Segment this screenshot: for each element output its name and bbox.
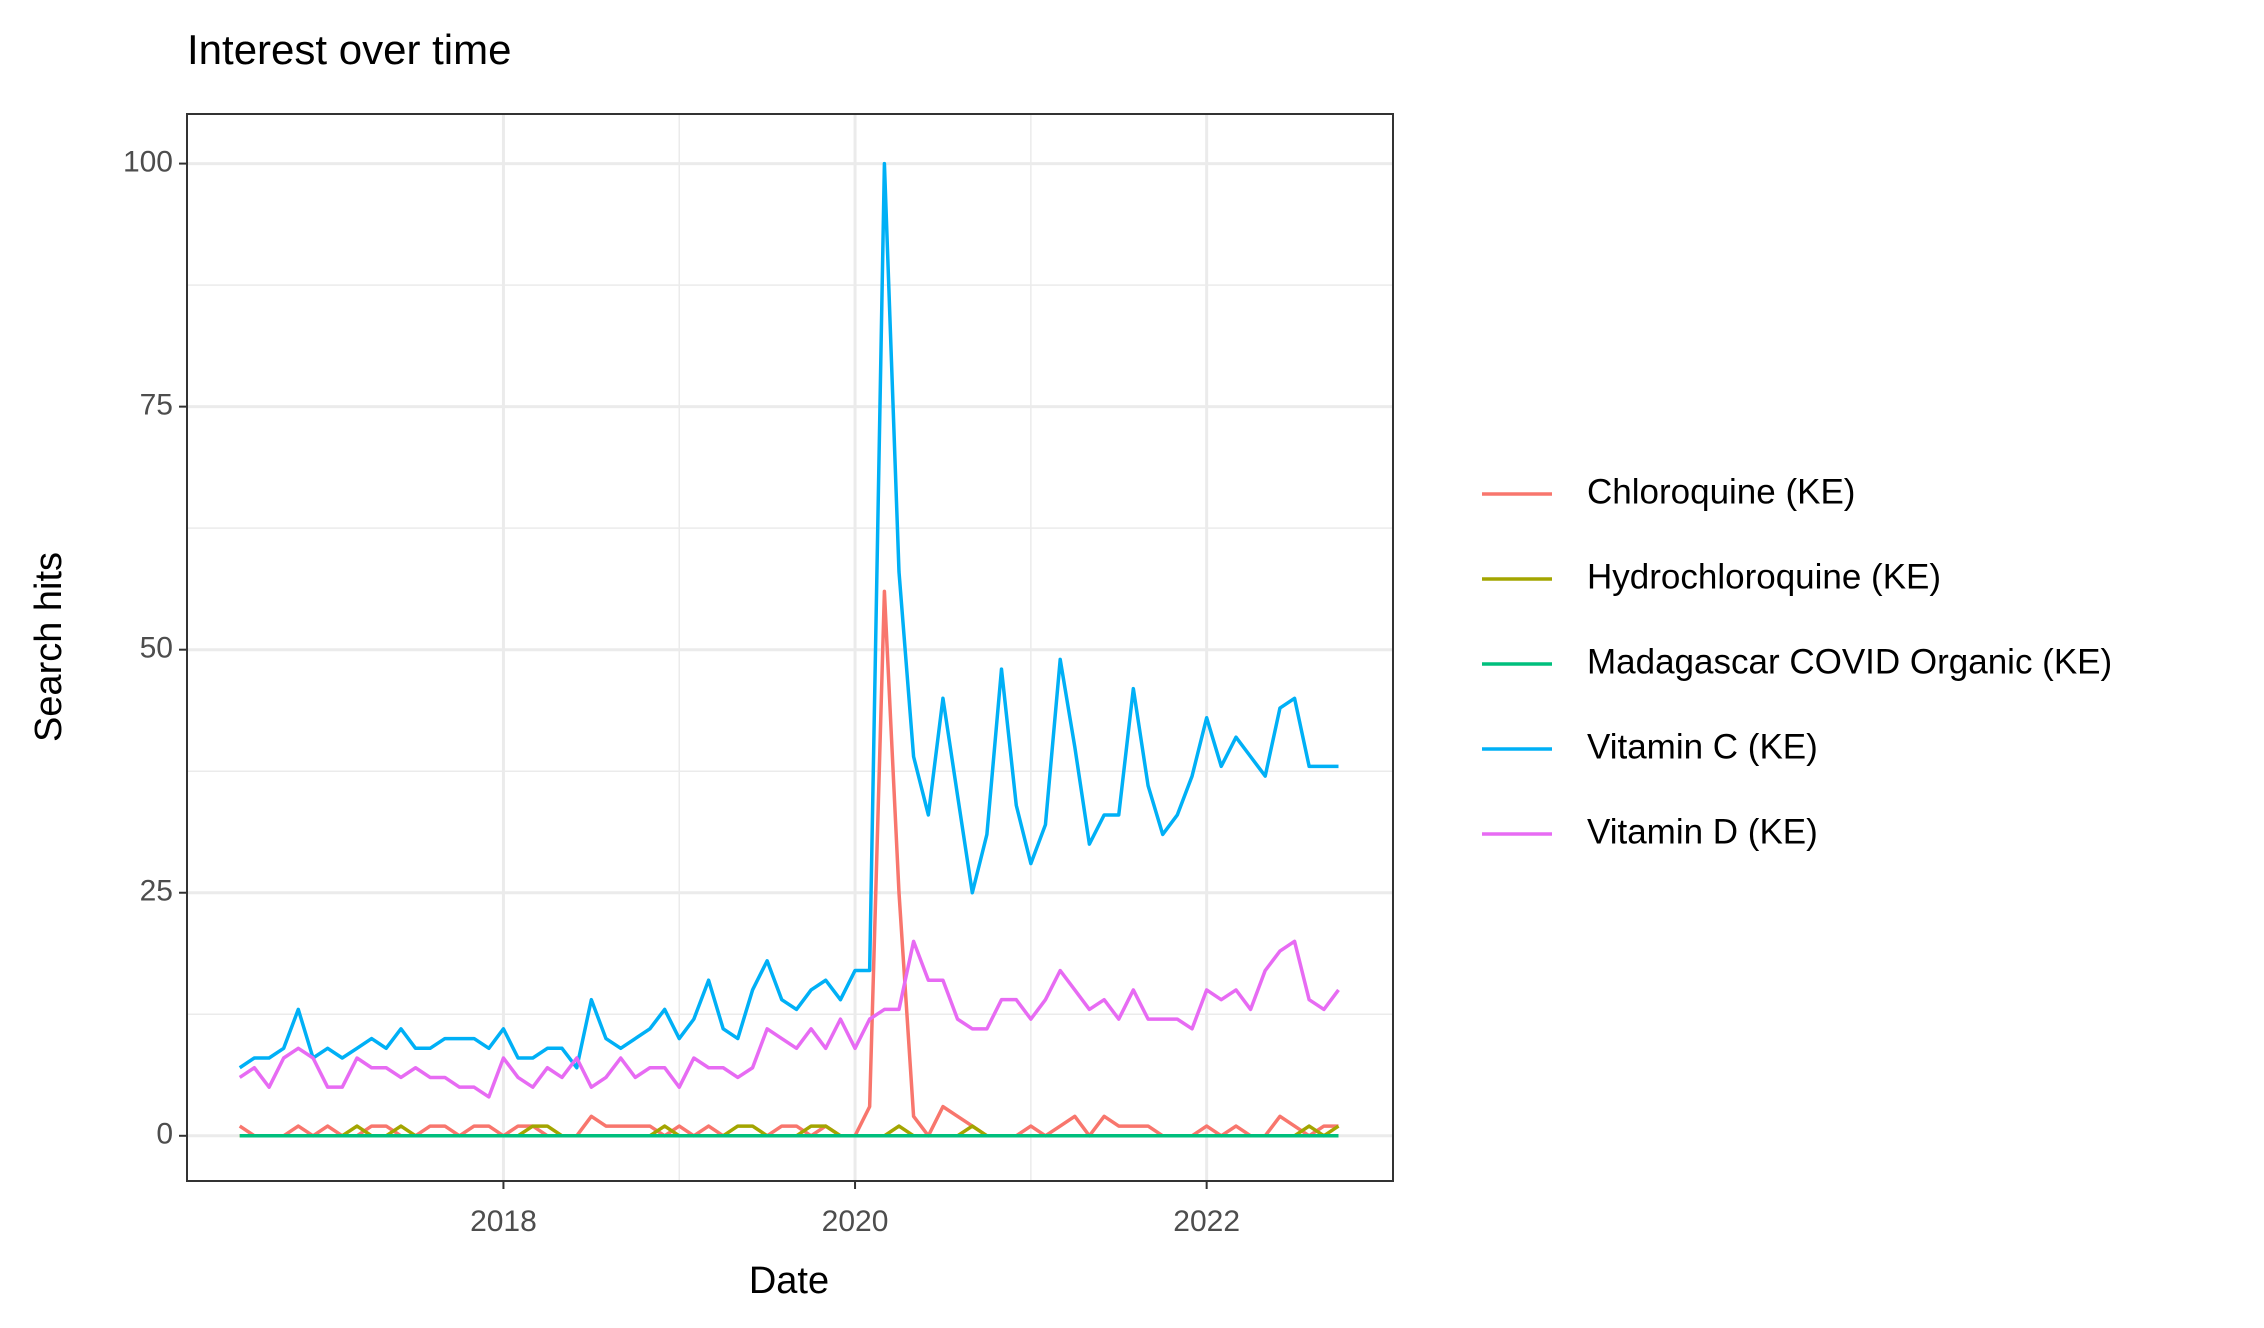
y-tick-label: 75 — [140, 389, 173, 422]
y-tick-label: 25 — [140, 875, 173, 908]
x-tick-label: 2018 — [470, 1205, 537, 1238]
legend-label: Vitamin D (KE) — [1587, 812, 1818, 851]
legend-label: Madagascar COVID Organic (KE) — [1587, 642, 2112, 681]
legend-label: Vitamin C (KE) — [1587, 727, 1818, 766]
plot-background — [187, 114, 1393, 1181]
x-axis-title: Date — [749, 1260, 829, 1302]
x-tick-label: 2022 — [1173, 1205, 1240, 1238]
x-tick-label: 2020 — [822, 1205, 889, 1238]
legend-label: Chloroquine (KE) — [1587, 472, 1855, 511]
series-line — [238, 939, 1340, 1099]
chart-title: Interest over time — [187, 26, 511, 73]
y-axis-title: Search hits — [28, 552, 70, 742]
legend-label: Hydrochloroquine (KE) — [1587, 557, 1941, 596]
y-tick-label: 100 — [123, 146, 173, 179]
plot-border — [186, 113, 1394, 1182]
series-line — [238, 589, 1339, 1138]
y-tick-label: 0 — [156, 1118, 173, 1151]
series-line — [238, 161, 1339, 1070]
y-tick-label: 50 — [140, 632, 173, 665]
